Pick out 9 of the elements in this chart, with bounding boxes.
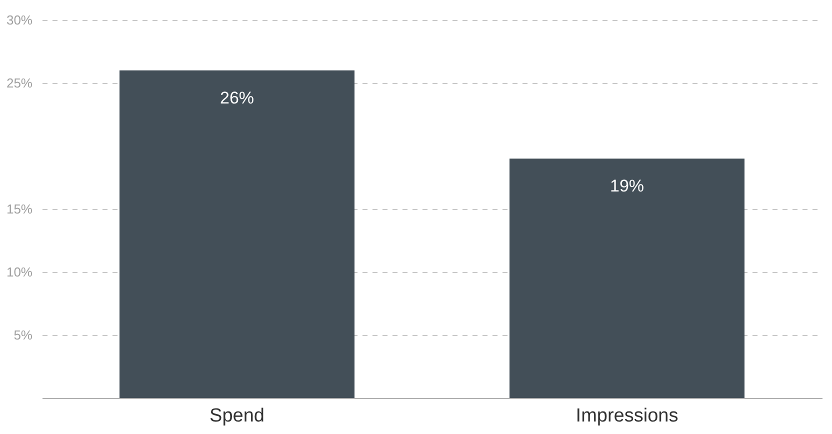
data-label: 26% <box>220 88 254 108</box>
x-tick-label: Impressions <box>576 406 678 426</box>
y-tick-label: 5% <box>14 328 33 342</box>
y-tick-label: 10% <box>6 264 33 280</box>
data-label: 19% <box>610 176 644 196</box>
y-tick-label: 15% <box>6 202 33 216</box>
y-tick-label: 30% <box>6 12 33 28</box>
y-tick-label: 25% <box>6 76 33 90</box>
x-tick-label: Spend <box>210 406 264 426</box>
